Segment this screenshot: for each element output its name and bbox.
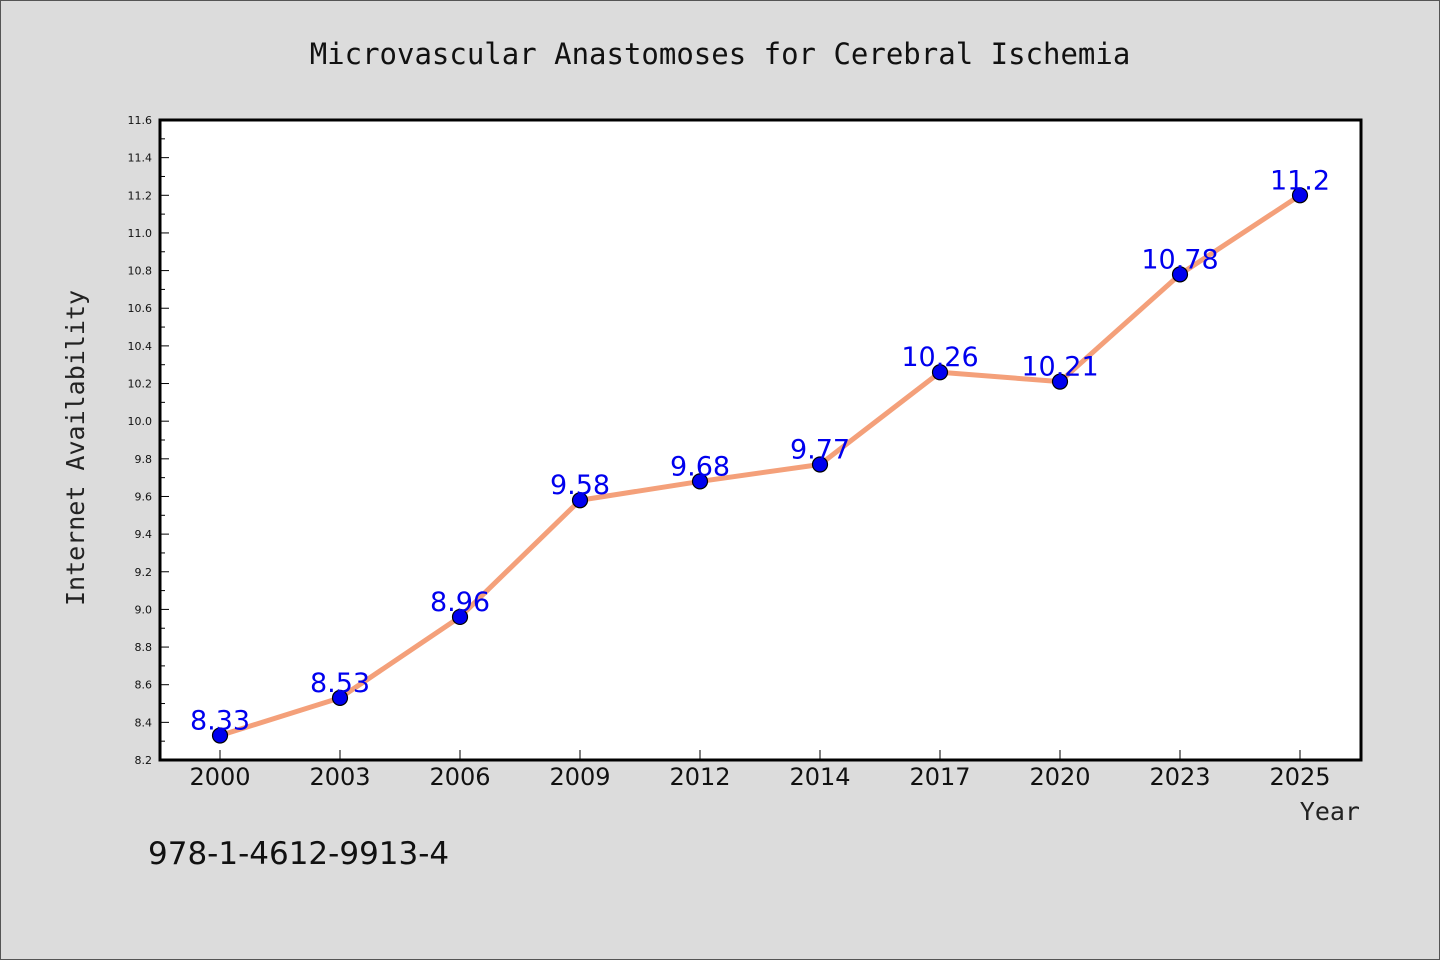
series-line	[217, 192, 1303, 739]
x-tick-label: 2020	[1029, 763, 1090, 791]
data-value-label: 8.53	[310, 668, 370, 699]
data-point-marker	[691, 473, 709, 490]
data-point-marker	[811, 456, 829, 473]
data-value-label: 10.78	[1141, 244, 1218, 275]
y-tick-label: 10.6	[128, 302, 153, 315]
x-axis: 2000 2003 2006 2009 2012 2014 2017 2020 2023 2025	[189, 750, 1331, 791]
data-point-marker	[331, 689, 349, 706]
data-labels: 8.33 8.53 8.96 9.58 9.68 9.77 10.26 10.21 10.78 1…	[190, 165, 1330, 736]
x-tick-label: 2009	[549, 763, 610, 791]
y-tick-label: 11.2	[128, 189, 153, 202]
x-tick-label: 2017	[909, 763, 970, 791]
data-point-marker	[931, 364, 949, 381]
x-tick-label: 2012	[669, 763, 730, 791]
data-point-marker	[1171, 266, 1189, 283]
isbn-text: 978-1-4612-9913-4	[148, 836, 449, 872]
y-tick-label: 10.4	[128, 340, 153, 353]
data-value-label: 9.77	[790, 434, 850, 465]
data-value-label: 8.96	[430, 587, 490, 618]
data-point-marker	[571, 492, 589, 509]
x-tick-label: 2014	[789, 763, 850, 791]
y-tick-label: 9.0	[135, 603, 153, 616]
y-tick-label: 9.2	[135, 566, 153, 579]
y-tick-label: 9.8	[135, 453, 153, 466]
y-tick-label: 8.8	[135, 641, 153, 654]
y-tick-label: 11.4	[128, 152, 153, 165]
data-value-label: 9.68	[670, 451, 730, 482]
y-tick-label: 10.8	[128, 265, 153, 278]
y-tick-label: 8.6	[135, 679, 153, 692]
y-axis-label: Internet Availability	[61, 290, 90, 606]
y-tick-label: 10.2	[128, 378, 153, 391]
y-tick-label: 9.4	[135, 528, 153, 541]
data-markers	[211, 187, 1309, 744]
data-value-label: 11.2	[1270, 165, 1330, 196]
data-point-marker	[1051, 373, 1069, 390]
y-tick-label: 11.0	[128, 227, 153, 240]
series-line-group	[217, 192, 1303, 739]
y-tick-label: 8.2	[135, 754, 153, 767]
plot-area	[158, 118, 1363, 762]
data-value-label: 10.26	[901, 342, 978, 373]
y-axis: 8.2 8.4 8.6 8.8 9.0 9.2 9.4 9.6 9.8 10.0 10.2 10.4 1…	[128, 114, 169, 767]
x-tick-label: 2000	[189, 763, 250, 791]
x-axis-label: Year	[1300, 797, 1360, 826]
data-point-marker	[451, 608, 469, 626]
data-point-marker	[211, 727, 229, 744]
y-tick-label: 10.0	[128, 415, 153, 428]
y-tick-label: 11.6	[128, 114, 153, 127]
data-value-label: 9.58	[550, 470, 610, 501]
y-tick-label: 9.6	[135, 490, 153, 503]
chart-title: Microvascular Anastomoses for Cerebral I…	[310, 37, 1131, 71]
x-tick-label: 2025	[1269, 763, 1330, 791]
x-tick-label: 2023	[1149, 763, 1210, 791]
data-point-marker	[1291, 187, 1309, 204]
x-tick-label: 2003	[309, 763, 370, 791]
data-value-label: 8.33	[190, 706, 250, 737]
x-tick-label: 2006	[429, 763, 490, 791]
data-value-label: 10.21	[1021, 352, 1098, 383]
y-tick-label: 8.4	[135, 716, 153, 729]
